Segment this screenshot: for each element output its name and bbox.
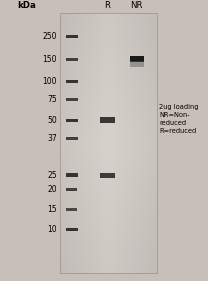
Bar [66,98,78,101]
Text: NR: NR [131,1,143,10]
Bar [130,61,144,67]
Bar [66,58,78,61]
Bar [66,35,78,38]
Text: 250: 250 [42,32,57,41]
Text: 2ug loading
NR=Non-
reduced
R=reduced: 2ug loading NR=Non- reduced R=reduced [159,105,199,134]
Bar [100,117,115,123]
Text: 15: 15 [47,205,57,214]
Bar [66,119,78,122]
Bar [100,173,115,178]
Text: 37: 37 [47,134,57,143]
Text: 50: 50 [47,116,57,125]
Bar [66,137,78,140]
Bar [66,173,78,177]
Text: R: R [104,1,110,10]
Bar [66,208,77,211]
Text: kDa: kDa [18,1,36,10]
Text: 20: 20 [47,185,57,194]
Text: 25: 25 [47,171,57,180]
Bar [66,188,77,191]
Bar [66,80,78,83]
Text: 100: 100 [42,77,57,86]
Bar [66,228,78,231]
Text: 75: 75 [47,95,57,104]
Bar [130,56,144,62]
Text: 10: 10 [47,225,57,234]
Text: 150: 150 [42,55,57,64]
Bar [60,13,157,273]
